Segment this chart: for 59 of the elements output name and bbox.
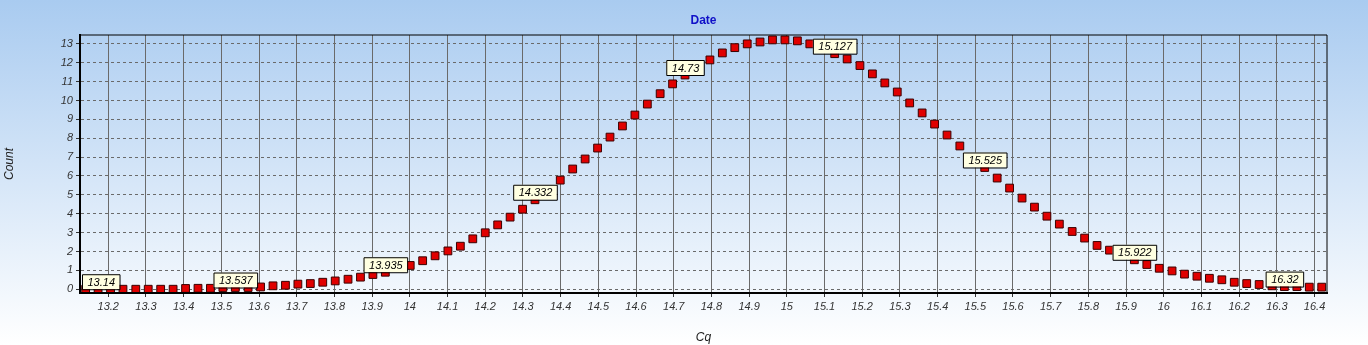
x-tick-label: 13.5	[210, 299, 233, 312]
x-tick-label: 15.3	[889, 299, 912, 312]
y-tick-label: 4	[66, 206, 73, 219]
x-tick-label: 13.6	[248, 299, 271, 312]
x-tick-label: 13.8	[323, 299, 347, 312]
annotation: 14.73	[671, 61, 701, 74]
y-tick-label: 8	[66, 131, 74, 144]
y-tick-label: 1	[66, 263, 73, 276]
x-tick-label: 16.3	[1266, 299, 1289, 312]
x-tick-label: 16.4	[1303, 299, 1326, 312]
y-tick-label: 7	[66, 150, 74, 163]
y-axis-title: Count	[1, 147, 16, 181]
annotation: 13.14	[87, 275, 116, 288]
x-tick-label: 13.3	[135, 299, 158, 312]
x-tick-label: 13.9	[361, 299, 383, 312]
x-tick-label: 13.4	[172, 299, 195, 312]
x-tick-label: 15.7	[1039, 299, 1063, 312]
chart-title: Date	[690, 13, 717, 28]
x-tick-label: 14.1	[436, 299, 459, 312]
x-tick-label: 14.5	[587, 299, 610, 312]
x-axis-title: Cq	[695, 330, 712, 345]
y-tick-label: 0	[66, 282, 74, 295]
y-tick-label: 2	[65, 244, 73, 257]
y-tick-label: 12	[60, 55, 73, 68]
annotation: 15.127	[818, 40, 853, 53]
annotation: 15.525	[968, 154, 1003, 167]
x-tick-label: 14.7	[663, 299, 686, 312]
annotation: 16.32	[1271, 273, 1299, 286]
x-tick-label: 14.4	[549, 299, 572, 312]
y-tick-label: 13	[60, 36, 74, 49]
x-tick-label: 13.2	[97, 299, 119, 312]
x-tick-label: 15.5	[964, 299, 987, 312]
annotation: 14.332	[518, 186, 553, 199]
annotation: 15.922	[1118, 246, 1152, 259]
x-tick-label: 16.1	[1190, 299, 1213, 312]
x-tick-label: 15.1	[813, 299, 836, 312]
x-tick-label: 15.6	[1002, 299, 1025, 312]
x-tick-label: 15	[780, 299, 794, 312]
annotation: 13.537	[218, 274, 254, 287]
x-tick-label: 15.2	[851, 299, 873, 312]
annotation: 13.935	[369, 258, 404, 271]
y-tick-label: 6	[66, 169, 74, 182]
y-tick-label: 10	[60, 93, 74, 106]
x-tick-label: 14.3	[512, 299, 535, 312]
y-tick-label: 3	[66, 225, 74, 238]
x-tick-label: 14.6	[625, 299, 648, 312]
y-tick-label: 5	[66, 187, 74, 200]
x-tick-label: 16	[1157, 299, 1171, 312]
x-tick-label: 14.9	[738, 299, 760, 312]
x-tick-label: 15.9	[1115, 299, 1137, 312]
x-tick-label: 16.2	[1228, 299, 1250, 312]
x-tick-label: 15.8	[1077, 299, 1100, 312]
y-tick-label: 11	[61, 74, 73, 87]
x-tick-label: 14	[403, 299, 416, 312]
x-tick-label: 13.7	[286, 299, 309, 312]
y-tick-label: 9	[66, 112, 73, 125]
x-tick-label: 14.8	[700, 299, 723, 312]
x-tick-label: 15.4	[926, 299, 949, 312]
x-tick-label: 14.2	[474, 299, 496, 312]
